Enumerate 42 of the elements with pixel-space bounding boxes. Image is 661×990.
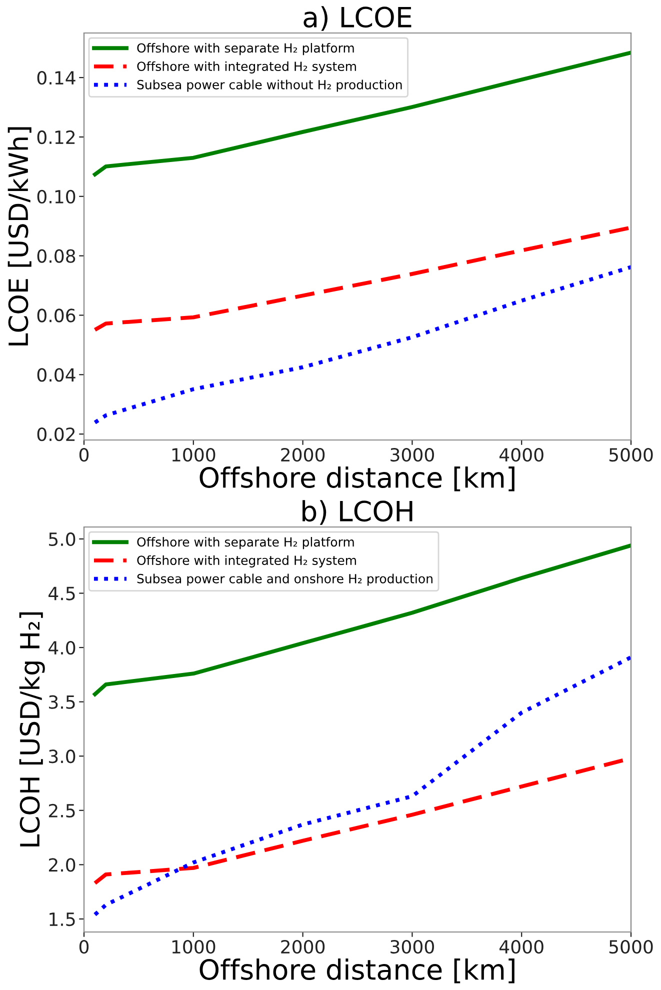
x-tick-label: 1000	[172, 940, 216, 954]
x-tick-label: 0	[79, 940, 89, 954]
x-tick-label: 1000	[172, 448, 216, 462]
y-tick-label: 1.5	[50, 912, 75, 926]
x-tick-label: 4000	[500, 448, 544, 462]
y-axis-title: LCOH [USD/kg H₂]	[19, 612, 45, 846]
y-tick-label: 4.0	[48, 640, 76, 655]
x-axis-title: Offshore distance [km]	[200, 958, 514, 984]
y-tick-label: 5.0	[49, 532, 76, 546]
y-tick-label: 0.08	[37, 249, 76, 263]
y-tick-label: 0.10	[37, 190, 76, 204]
x-tick-label: 5000	[609, 448, 653, 462]
y-tick-label: 0.12	[37, 130, 75, 144]
y-axis-title: LCOE [USD/kWh]	[8, 127, 32, 346]
x-tick-label: 0	[79, 448, 89, 462]
y-tick-label: 0.02	[37, 428, 75, 442]
line-series	[92, 655, 631, 917]
x-tick-label: 3000	[390, 940, 434, 954]
x-tick-label: 3000	[390, 448, 434, 462]
x-tick-label: 5000	[609, 940, 653, 954]
x-axis-title: Offshore distance [km]	[200, 466, 514, 492]
legend-label: Offshore with integrated H₂ system	[137, 61, 356, 74]
chart-title: a) LCOE	[304, 6, 412, 31]
y-tick-label: 3.0	[49, 750, 76, 764]
chart-title: b) LCOH	[302, 500, 412, 525]
y-tick-label: 4.5	[48, 586, 75, 600]
x-tick-label: 2000	[281, 940, 325, 954]
y-tick-label: 2.0	[48, 858, 76, 872]
legend-label: Offshore with integrated H₂ system	[137, 555, 356, 568]
y-tick-label: 2.5	[48, 804, 75, 818]
line-series	[92, 226, 631, 332]
legend-label: Offshore with separate H₂ platform	[137, 43, 354, 56]
y-tick-label: 0.06	[37, 308, 76, 322]
x-tick-label: 4000	[500, 940, 544, 954]
y-tick-label: 3.5	[49, 695, 75, 709]
legend-label: Subsea power cable and onshore H₂ production	[137, 574, 432, 586]
legend-label: Offshore with separate H₂ platform	[137, 537, 354, 550]
x-tick-label: 2000	[281, 448, 325, 462]
line-series	[92, 265, 631, 424]
legend-label: Subsea power cable without H₂ production	[137, 80, 402, 92]
y-tick-label: 0.04	[37, 368, 76, 382]
y-tick-label: 0.14	[37, 71, 76, 85]
